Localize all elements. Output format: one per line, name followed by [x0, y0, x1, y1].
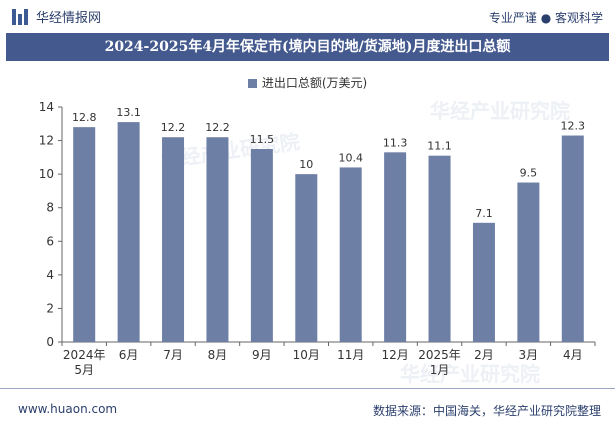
legend-label: 进出口总额(万美元)	[261, 76, 368, 90]
x-tick-label: 9月	[252, 348, 272, 362]
data-source: 数据来源：中国海关，华经产业研究院整理	[372, 404, 601, 418]
bar	[295, 174, 318, 342]
bar	[162, 137, 185, 342]
y-tick-label: 14	[39, 100, 54, 114]
data-label: 9.5	[520, 167, 538, 180]
y-tick-label: 4	[46, 268, 54, 282]
data-label: 11.5	[250, 133, 275, 146]
footer: www.huaon.com 数据来源：中国海关，华经产业研究院整理	[0, 388, 615, 428]
x-tick-label: 2025年 1月	[418, 348, 461, 377]
bar	[561, 135, 584, 342]
bar	[73, 127, 96, 343]
brand-name: 华经情报网	[36, 11, 102, 26]
data-label: 13.1	[116, 106, 141, 119]
bar	[428, 155, 451, 342]
data-label: 7.1	[475, 207, 493, 220]
bar	[517, 182, 540, 342]
bar	[384, 152, 407, 342]
site-url: www.huaon.com	[18, 402, 118, 416]
x-tick-label: 6月	[119, 348, 139, 362]
x-tick-label: 7月	[163, 348, 183, 362]
data-label: 11.3	[383, 136, 408, 149]
x-tick-label: 8月	[208, 348, 228, 362]
header-bar: 华经情报网 专业严谨 ● 客观科学	[0, 0, 615, 33]
legend-swatch	[247, 79, 257, 88]
brand: 华经情报网	[12, 7, 101, 26]
x-tick-label: 2月	[474, 348, 494, 362]
x-tick-label: 2024年 5月	[63, 348, 106, 377]
bar	[206, 137, 229, 342]
data-label: 10.4	[338, 151, 363, 164]
y-tick-label: 12	[39, 134, 54, 148]
x-tick-label: 4月	[563, 348, 583, 362]
y-tick-label: 0	[46, 335, 54, 349]
x-tick-label: 10月	[293, 348, 320, 362]
data-label: 12.2	[205, 121, 230, 134]
data-label: 10	[299, 158, 313, 171]
logo-icon	[12, 8, 30, 25]
bar-chart: 0 2 4 6 8 10 12 14 12.8 2024年 5月 13.1 6月 12.2 7月 12.2 8月…	[39, 100, 596, 377]
tagline: 专业严谨 ● 客观科学	[488, 11, 603, 25]
bar	[472, 222, 495, 342]
bar	[117, 122, 140, 342]
y-tick-label: 10	[39, 167, 54, 181]
x-tick-label: 12月	[381, 348, 408, 362]
bar	[250, 148, 273, 342]
data-label: 11.1	[427, 140, 452, 153]
x-tick-label: 3月	[519, 348, 539, 362]
data-label: 12.8	[72, 111, 97, 124]
y-tick-label: 6	[46, 234, 54, 248]
data-label: 12.2	[161, 121, 186, 134]
x-tick-label: 11月	[337, 348, 364, 362]
chart-title: 2024-2025年4月年保定市(境内目的地/货源地)月度进出口总额	[6, 33, 609, 61]
bar	[339, 167, 362, 342]
data-label: 12.3	[561, 120, 586, 133]
y-tick-label: 2	[46, 301, 54, 315]
y-tick-label: 8	[46, 201, 54, 215]
legend: 进出口总额(万美元)	[0, 74, 615, 91]
